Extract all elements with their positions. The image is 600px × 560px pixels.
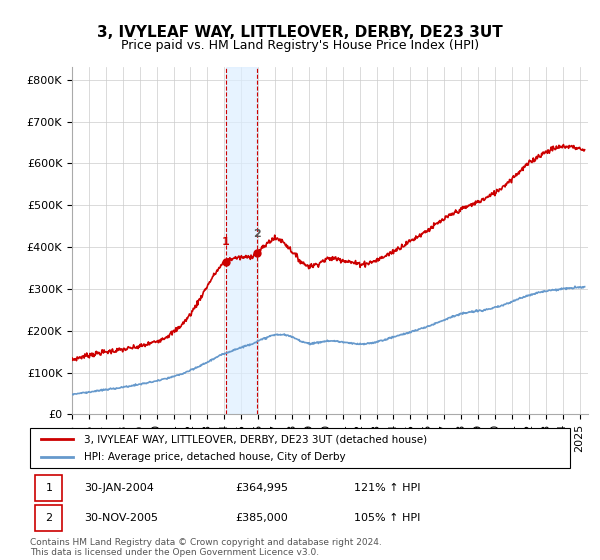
- Text: 121% ↑ HPI: 121% ↑ HPI: [354, 483, 421, 493]
- Text: 3, IVYLEAF WAY, LITTLEOVER, DERBY, DE23 3UT (detached house): 3, IVYLEAF WAY, LITTLEOVER, DERBY, DE23 …: [84, 435, 427, 445]
- Bar: [226, 67, 257, 414]
- Text: 1: 1: [222, 237, 229, 247]
- Text: Price paid vs. HM Land Registry's House Price Index (HPI): Price paid vs. HM Land Registry's House …: [121, 39, 479, 52]
- FancyBboxPatch shape: [35, 475, 62, 501]
- Text: £385,000: £385,000: [235, 513, 288, 523]
- Text: 1: 1: [46, 483, 52, 493]
- Text: £364,995: £364,995: [235, 483, 288, 493]
- FancyBboxPatch shape: [35, 505, 62, 531]
- Text: 105% ↑ HPI: 105% ↑ HPI: [354, 513, 421, 523]
- Text: 2: 2: [46, 513, 52, 523]
- Text: 30-JAN-2004: 30-JAN-2004: [84, 483, 154, 493]
- Text: Contains HM Land Registry data © Crown copyright and database right 2024.
This d: Contains HM Land Registry data © Crown c…: [30, 538, 382, 557]
- Text: 30-NOV-2005: 30-NOV-2005: [84, 513, 158, 523]
- Text: 2: 2: [253, 228, 260, 239]
- Text: HPI: Average price, detached house, City of Derby: HPI: Average price, detached house, City…: [84, 451, 346, 461]
- Text: 3, IVYLEAF WAY, LITTLEOVER, DERBY, DE23 3UT: 3, IVYLEAF WAY, LITTLEOVER, DERBY, DE23 …: [97, 25, 503, 40]
- FancyBboxPatch shape: [30, 428, 570, 468]
